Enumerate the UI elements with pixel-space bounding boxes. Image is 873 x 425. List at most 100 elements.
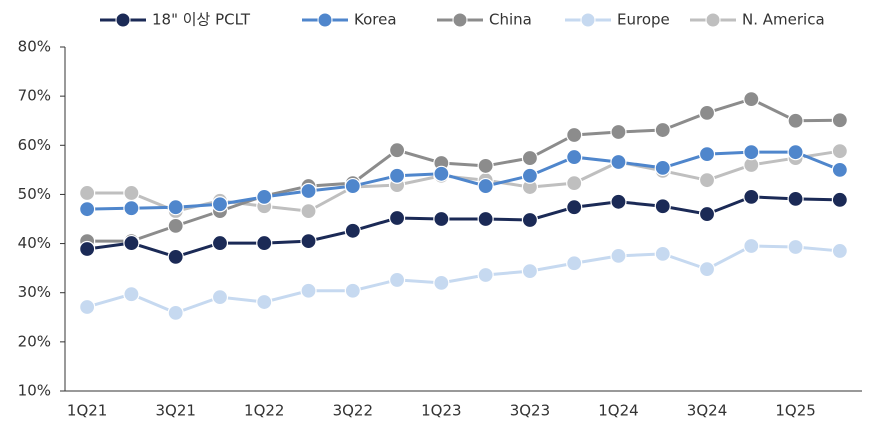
point	[79, 201, 96, 218]
y-tick-label: 50%	[18, 185, 51, 203]
point	[521, 211, 539, 229]
point	[256, 234, 273, 252]
point	[167, 199, 184, 216]
legend-marker	[452, 12, 468, 28]
point	[743, 188, 760, 205]
point	[167, 248, 184, 265]
y-tick-label: 10%	[18, 382, 51, 400]
series-line	[87, 150, 841, 211]
point	[79, 298, 96, 316]
point	[698, 146, 716, 163]
point	[521, 262, 539, 280]
point	[521, 149, 539, 167]
point	[831, 112, 848, 129]
legend-label: China	[489, 11, 532, 29]
x-tick-label: 3Q24	[687, 402, 727, 420]
point	[256, 293, 273, 311]
legend-marker	[115, 12, 131, 28]
point	[566, 175, 583, 192]
point	[344, 282, 361, 299]
legend-label: Korea	[354, 11, 397, 29]
y-tick-label: 30%	[18, 283, 51, 301]
point	[477, 210, 494, 228]
point	[123, 286, 140, 303]
point	[787, 112, 804, 129]
x-tick-label: 1Q23	[421, 402, 461, 420]
x-tick-label: 3Q21	[155, 402, 195, 420]
point	[831, 242, 848, 260]
point	[743, 144, 760, 161]
point	[433, 210, 450, 228]
point	[610, 247, 627, 264]
point	[477, 157, 494, 175]
point	[211, 196, 229, 213]
y-tick-label: 40%	[18, 234, 51, 252]
point	[566, 148, 583, 166]
point	[123, 200, 140, 217]
legend-label: 18" 이상 PCLT	[152, 11, 251, 29]
point	[477, 266, 494, 284]
point	[433, 165, 450, 182]
point	[787, 144, 804, 161]
point	[743, 90, 760, 108]
y-tick-label: 80%	[18, 38, 51, 56]
point	[300, 182, 317, 200]
x-tick-label: 1Q25	[775, 402, 815, 420]
point	[698, 172, 716, 189]
point	[388, 209, 406, 227]
point	[610, 193, 627, 210]
series-line	[86, 244, 840, 315]
point	[831, 143, 848, 160]
point	[610, 123, 627, 141]
point	[79, 240, 96, 258]
point	[654, 198, 671, 215]
x-tick-label: 3Q22	[333, 402, 373, 420]
x-tick-label: 3Q23	[510, 402, 550, 420]
point	[698, 104, 716, 121]
legend-label: N. America	[742, 11, 825, 29]
legend-marker	[580, 12, 596, 28]
point	[388, 271, 406, 289]
x-tick-label: 1Q21	[67, 402, 107, 420]
point	[300, 233, 317, 250]
point	[211, 234, 229, 252]
x-tick-label: 1Q24	[598, 402, 638, 420]
point	[300, 282, 317, 299]
legend-marker	[705, 12, 721, 28]
point	[256, 188, 273, 205]
point	[477, 177, 494, 195]
point	[211, 289, 229, 306]
point	[79, 184, 96, 202]
point	[654, 121, 671, 139]
point	[123, 234, 140, 252]
point	[610, 153, 627, 171]
point	[787, 190, 804, 207]
point	[566, 255, 583, 272]
point	[344, 177, 361, 195]
y-tick-label: 20%	[18, 332, 51, 350]
point	[388, 142, 406, 159]
point	[698, 261, 716, 278]
point	[654, 159, 671, 176]
point	[123, 184, 140, 202]
point	[167, 217, 184, 234]
point	[698, 205, 716, 223]
point	[521, 167, 539, 184]
point	[654, 245, 671, 262]
y-tick-label: 60%	[18, 136, 51, 154]
point	[743, 237, 760, 255]
point	[787, 238, 804, 256]
y-tick-label: 70%	[18, 87, 51, 105]
point	[831, 161, 848, 178]
point	[388, 167, 406, 184]
x-tick-label: 1Q22	[244, 402, 284, 420]
point	[566, 126, 583, 144]
point	[344, 222, 361, 239]
point	[566, 199, 583, 216]
point	[300, 203, 317, 220]
point	[831, 191, 848, 208]
legend-marker	[317, 12, 333, 28]
point	[433, 274, 450, 291]
legend-label: Europe	[617, 11, 670, 29]
